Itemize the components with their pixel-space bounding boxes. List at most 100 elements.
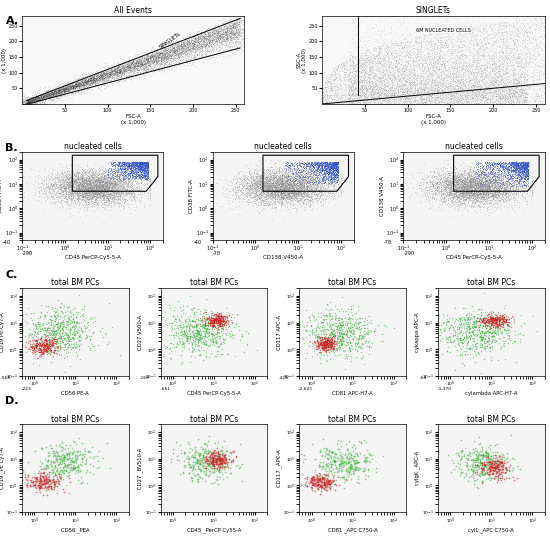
- Point: [289, 186, 298, 195]
- Point: [483, 169, 492, 177]
- Point: [90, 186, 99, 195]
- Point: [315, 482, 324, 490]
- Point: [277, 190, 286, 198]
- Point: [301, 455, 310, 464]
- Point: [286, 176, 295, 184]
- Point: [294, 174, 303, 183]
- Point: [209, 27, 218, 36]
- Point: [449, 88, 458, 97]
- Point: [420, 30, 428, 39]
- Point: [390, 74, 399, 82]
- Point: [104, 173, 113, 182]
- Point: [392, 100, 401, 108]
- Point: [327, 82, 336, 91]
- Point: [441, 89, 450, 98]
- Point: [239, 27, 248, 36]
- Point: [273, 166, 282, 175]
- Point: [139, 59, 147, 68]
- Point: [412, 100, 421, 108]
- Point: [273, 185, 282, 194]
- Point: [491, 468, 500, 476]
- Point: [493, 74, 502, 83]
- Point: [96, 176, 105, 185]
- Point: [469, 42, 477, 50]
- Point: [57, 85, 65, 93]
- Point: [504, 39, 513, 47]
- Point: [160, 308, 169, 316]
- Point: [119, 68, 128, 77]
- Point: [280, 183, 289, 192]
- Point: [75, 79, 84, 87]
- Point: [273, 186, 282, 195]
- Point: [434, 80, 443, 89]
- Point: [450, 192, 459, 201]
- Point: [287, 188, 296, 196]
- Point: [344, 458, 353, 467]
- Point: [432, 77, 441, 86]
- Point: [491, 323, 500, 331]
- Point: [419, 73, 428, 81]
- Point: [208, 335, 217, 343]
- Point: [139, 54, 147, 63]
- Point: [508, 163, 517, 171]
- Point: [354, 452, 363, 460]
- Point: [487, 328, 496, 336]
- Point: [476, 181, 485, 189]
- Point: [201, 45, 210, 54]
- Point: [144, 191, 152, 200]
- Point: [126, 60, 135, 68]
- Point: [122, 182, 131, 191]
- Point: [213, 28, 222, 37]
- Point: [204, 45, 213, 53]
- Point: [285, 174, 294, 182]
- Point: [462, 181, 471, 189]
- Point: [379, 40, 388, 49]
- Point: [429, 83, 438, 92]
- Point: [400, 87, 409, 96]
- Point: [463, 174, 471, 182]
- Point: [389, 100, 398, 108]
- Point: [193, 327, 202, 336]
- Point: [78, 77, 86, 86]
- Point: [486, 186, 494, 195]
- Point: [446, 188, 455, 196]
- Point: [317, 161, 326, 170]
- Point: [228, 197, 236, 205]
- Point: [122, 178, 130, 186]
- Point: [289, 185, 298, 194]
- Point: [492, 184, 500, 193]
- Point: [443, 57, 452, 66]
- Point: [354, 89, 363, 98]
- Point: [204, 322, 212, 330]
- Point: [177, 42, 185, 50]
- Point: [371, 100, 380, 108]
- Point: [240, 177, 249, 185]
- Point: [118, 60, 127, 68]
- Point: [271, 169, 280, 177]
- Point: [109, 174, 118, 183]
- Point: [448, 86, 456, 95]
- Point: [89, 77, 97, 85]
- Point: [299, 183, 308, 191]
- Point: [416, 100, 425, 108]
- Point: [476, 81, 485, 90]
- Point: [350, 84, 359, 93]
- Point: [518, 163, 527, 172]
- Point: [257, 179, 266, 188]
- Point: [513, 61, 522, 70]
- Point: [137, 159, 146, 168]
- Point: [502, 76, 510, 85]
- Point: [295, 165, 304, 174]
- Point: [111, 182, 120, 190]
- Point: [422, 59, 431, 68]
- Point: [79, 188, 88, 196]
- Point: [195, 327, 204, 336]
- Point: [206, 52, 215, 61]
- Point: [102, 185, 111, 194]
- Point: [113, 70, 122, 79]
- Point: [100, 171, 108, 180]
- Point: [89, 74, 98, 83]
- Point: [205, 460, 213, 468]
- Point: [77, 458, 86, 467]
- Point: [376, 99, 385, 107]
